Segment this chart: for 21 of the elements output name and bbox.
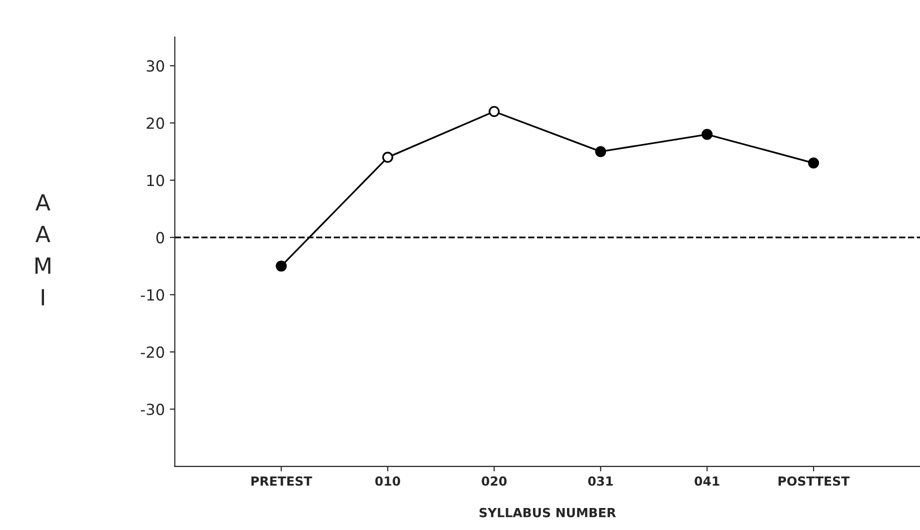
x-tick-label: POSTTEST bbox=[778, 476, 850, 486]
y-tick-label: -30 bbox=[140, 404, 164, 416]
y-tick-label: 20 bbox=[146, 117, 164, 129]
y-tick-label: 30 bbox=[146, 60, 164, 72]
y-tick-label: 10 bbox=[147, 174, 164, 186]
y-tick-label: 0 bbox=[156, 232, 164, 244]
point bbox=[488, 106, 500, 118]
x-tick-label: 041 bbox=[694, 476, 720, 486]
y-tick-label: -20 bbox=[140, 346, 164, 358]
y-axis-title: AAMI bbox=[35, 194, 50, 306]
point bbox=[382, 152, 394, 163]
point bbox=[595, 146, 606, 158]
point bbox=[702, 128, 713, 140]
point bbox=[808, 158, 820, 169]
x-axis-title: SYLLABUS NUMBER bbox=[480, 508, 616, 518]
y-tick-label: -10 bbox=[140, 289, 164, 301]
x-tick-label: 010 bbox=[375, 476, 400, 486]
x-tick-label: PRETEST bbox=[251, 476, 312, 486]
x-tick-label: 020 bbox=[482, 476, 507, 486]
x-tick-label: 031 bbox=[588, 476, 613, 486]
point bbox=[276, 260, 287, 272]
